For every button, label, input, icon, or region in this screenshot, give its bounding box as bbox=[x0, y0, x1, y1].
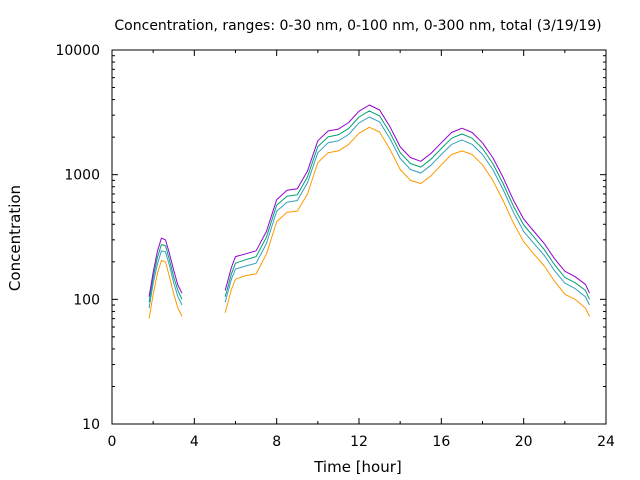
series-line-2 bbox=[148, 116, 590, 309]
x-tick-label: 16 bbox=[432, 434, 450, 450]
series-line-1 bbox=[148, 126, 590, 319]
y-tick-label: 1000 bbox=[64, 168, 100, 184]
x-axis-label: Time [hour] bbox=[313, 458, 402, 476]
series-line-4 bbox=[148, 104, 590, 297]
plot-frame bbox=[111, 49, 607, 425]
x-tick-label: 4 bbox=[190, 434, 199, 450]
x-axis-ticks: 0 4 8 12 16 20 24 bbox=[108, 50, 615, 450]
series-layer bbox=[148, 104, 590, 319]
chart-title: Concentration, ranges: 0-30 nm, 0-100 nm… bbox=[114, 18, 601, 34]
x-tick-label: 8 bbox=[272, 434, 281, 450]
x-tick-label: 12 bbox=[350, 434, 368, 450]
y-tick-label: 10 bbox=[82, 417, 100, 433]
x-tick-label: 20 bbox=[515, 434, 533, 450]
x-tick-label: 24 bbox=[597, 434, 615, 450]
series-line-3 bbox=[148, 110, 590, 303]
y-axis-ticks: 10 100 1000 10000 bbox=[55, 43, 606, 433]
plot-area bbox=[111, 49, 607, 425]
x-tick-label: 0 bbox=[108, 434, 117, 450]
y-tick-label: 100 bbox=[73, 292, 100, 308]
y-tick-label: 10000 bbox=[55, 43, 100, 59]
y-axis-label: Concentration bbox=[6, 185, 24, 291]
